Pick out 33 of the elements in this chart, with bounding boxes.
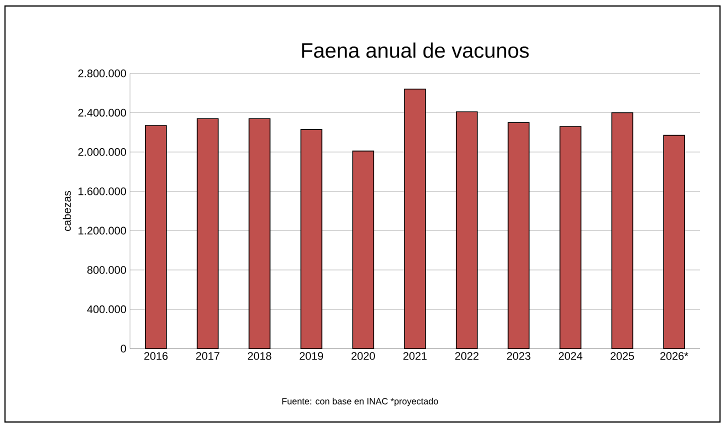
- bar: [611, 112, 634, 349]
- x-tick-label: 2017: [196, 352, 220, 360]
- y-tick-label: 1.600.000: [78, 187, 126, 196]
- x-tick-label: 2026*: [660, 352, 688, 360]
- bar: [560, 126, 582, 349]
- x-tick-label: 2020: [352, 352, 375, 360]
- x-tick-label: 2025: [610, 352, 634, 360]
- y-tick-label: 2.000.000: [78, 148, 126, 156]
- x-tick-label: 2019: [300, 352, 324, 360]
- x-tick-label: 2023: [507, 352, 530, 360]
- x-tick-label: 2022: [455, 352, 478, 360]
- bar: [456, 111, 478, 349]
- bar: [145, 125, 167, 349]
- y-tick-label: 400.000: [87, 305, 126, 314]
- chart-title: Faena anual de vacunos: [302, 42, 529, 58]
- x-tick-label: 2018: [248, 352, 272, 360]
- x-tick-label: 2024: [558, 352, 582, 360]
- bar: [248, 118, 270, 349]
- bar: [352, 150, 374, 349]
- bar: [508, 122, 530, 349]
- bar: [196, 118, 219, 349]
- y-tick-label: 800.000: [87, 266, 126, 274]
- y-tick-label: 0: [120, 344, 126, 352]
- bar: [300, 129, 322, 349]
- x-tick-label: 2021: [403, 352, 427, 360]
- y-tick-label: 2.400.000: [78, 108, 126, 117]
- bar: [663, 134, 685, 349]
- x-tick-label: 2016: [144, 352, 168, 360]
- y-tick-label: 2.800.000: [78, 70, 126, 78]
- y-axis-title: cabezas: [62, 190, 71, 231]
- bar: [404, 88, 426, 349]
- y-tick-label: 1.200.000: [78, 226, 126, 235]
- source-note: Fuente: con base en INAC *proyectado: [282, 398, 438, 406]
